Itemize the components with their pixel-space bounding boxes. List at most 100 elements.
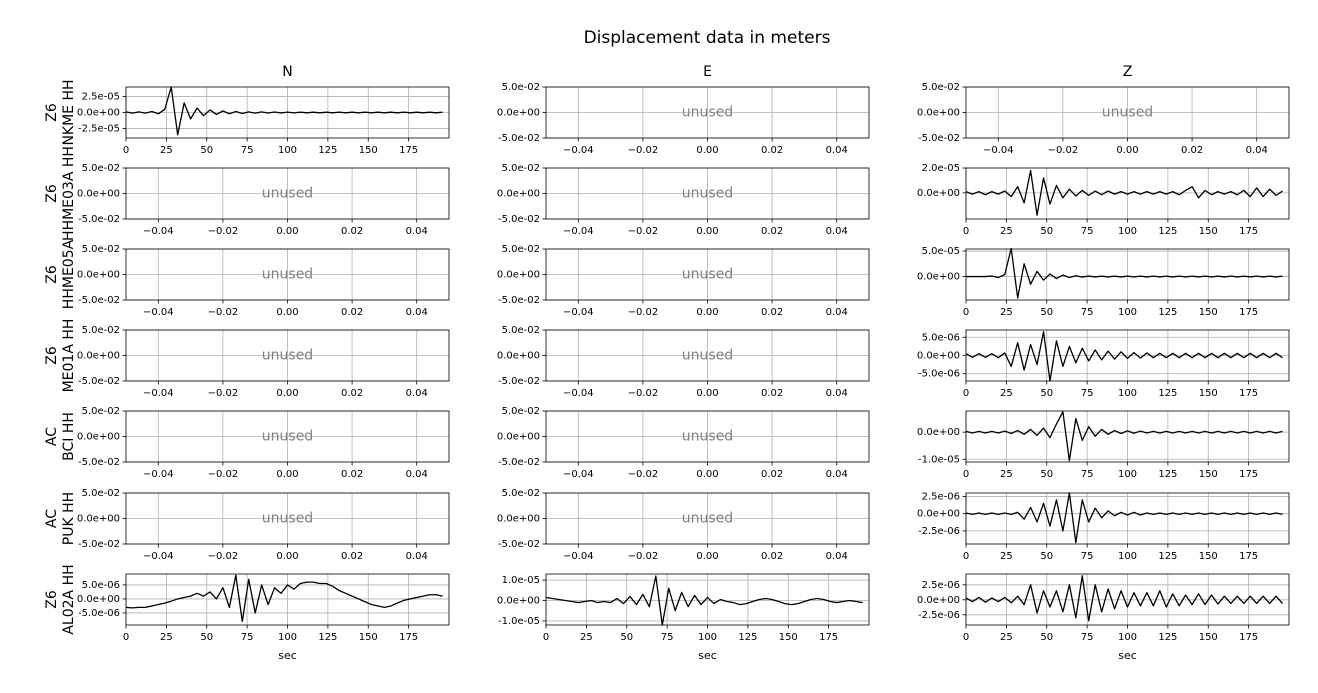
x-tick-label: 25 <box>1000 388 1013 399</box>
y-tick-label: -1.0e-05 <box>918 454 960 465</box>
x-tick-label: 0 <box>963 307 969 318</box>
x-tick-label: 75 <box>241 632 254 643</box>
row-label: AL02A HH <box>61 564 77 634</box>
placeholder-text: unused <box>682 186 733 202</box>
y-tick-label: 0.0e+00 <box>77 189 120 200</box>
y-tick-label: 0.0e+00 <box>497 432 540 443</box>
y-tick-label: -1.0e-05 <box>498 616 540 627</box>
x-tick-label: 25 <box>1000 632 1013 643</box>
y-tick-label: 0.0e+00 <box>497 108 540 119</box>
y-tick-label: 2.5e-06 <box>922 491 960 502</box>
x-tick-label: 150 <box>1199 307 1218 318</box>
x-tick-label: 0.02 <box>761 145 783 156</box>
x-tick-label: 0.04 <box>1246 145 1268 156</box>
x-tick-label: 100 <box>1118 307 1137 318</box>
x-tick-label: −0.04 <box>563 551 594 562</box>
x-tick-label: 0.02 <box>761 226 783 237</box>
x-tick-label: 0.04 <box>406 551 428 562</box>
y-tick-label: 0.0e+00 <box>917 188 960 199</box>
x-tick-label: −0.02 <box>208 551 239 562</box>
x-axis-label: sec <box>698 649 717 662</box>
x-tick-label: 0.04 <box>826 551 848 562</box>
x-tick-label: −0.02 <box>208 388 239 399</box>
x-tick-label: 50 <box>200 145 213 156</box>
axes-frame <box>965 573 1290 626</box>
x-tick-label: −0.04 <box>563 469 594 480</box>
x-tick-label: 75 <box>1081 226 1094 237</box>
x-tick-label: −0.04 <box>143 388 174 399</box>
y-tick-label: -5.0e-02 <box>498 539 540 550</box>
x-tick-label: 150 <box>1199 388 1218 399</box>
y-tick-label: 0.0e+00 <box>77 514 120 525</box>
waveform <box>125 86 443 136</box>
x-tick-label: −0.04 <box>143 307 174 318</box>
row-label: HHME03A HH <box>61 146 77 241</box>
axes-frame <box>125 248 450 301</box>
x-tick-label: 50 <box>1040 307 1053 318</box>
x-tick-label: −0.04 <box>563 307 594 318</box>
placeholder-text: unused <box>682 267 733 283</box>
x-tick-label: 0.04 <box>826 145 848 156</box>
y-tick-label: 0.0e+00 <box>77 594 120 605</box>
x-tick-label: 175 <box>819 632 838 643</box>
row-label: Z6 <box>44 346 60 365</box>
x-tick-label: 0.02 <box>341 551 363 562</box>
row-label: Z6 <box>44 590 60 609</box>
x-tick-label: −0.02 <box>628 551 659 562</box>
x-tick-label: 75 <box>241 145 254 156</box>
placeholder-text: unused <box>262 511 313 527</box>
y-tick-label: -5.0e-02 <box>498 133 540 144</box>
y-tick-label: 5.0e-05 <box>922 246 960 257</box>
axes-frame <box>125 86 450 139</box>
x-tick-label: −0.04 <box>143 469 174 480</box>
y-tick-label: 5.0e-02 <box>502 325 540 336</box>
y-tick-label: 5.0e-02 <box>922 82 960 93</box>
y-tick-label: 0.0e+00 <box>917 595 960 606</box>
placeholder-text: unused <box>682 348 733 364</box>
waveform <box>965 169 1283 216</box>
x-tick-label: 0.00 <box>276 469 298 480</box>
x-tick-label: 175 <box>399 632 418 643</box>
x-tick-label: 125 <box>1158 632 1177 643</box>
axes-frame <box>125 410 450 463</box>
figure-title: Displacement data in meters <box>584 28 831 48</box>
x-tick-label: 0.00 <box>1116 145 1138 156</box>
axes-frame <box>965 86 1290 139</box>
y-tick-label: -5.0e-02 <box>498 457 540 468</box>
x-tick-label: 0.00 <box>276 226 298 237</box>
x-tick-label: 0.00 <box>696 388 718 399</box>
x-tick-label: 100 <box>1118 388 1137 399</box>
x-tick-label: 25 <box>1000 469 1013 480</box>
y-tick-label: -5.0e-02 <box>498 376 540 387</box>
x-tick-label: 150 <box>1199 226 1218 237</box>
y-tick-label: 0.0e+00 <box>917 509 960 520</box>
x-tick-label: 100 <box>1118 226 1137 237</box>
x-tick-label: 150 <box>359 145 378 156</box>
axes-frame <box>965 167 1290 220</box>
x-tick-label: 25 <box>160 145 173 156</box>
waveform <box>965 492 1283 544</box>
x-tick-label: −0.02 <box>628 469 659 480</box>
x-tick-label: 50 <box>620 632 633 643</box>
y-tick-label: 2.5e-05 <box>82 92 120 103</box>
x-tick-label: 0.02 <box>1181 145 1203 156</box>
row-label: PUK HH <box>61 492 77 545</box>
x-tick-label: −0.02 <box>208 469 239 480</box>
y-tick-label: -5.0e-06 <box>918 369 960 380</box>
x-tick-label: 100 <box>1118 632 1137 643</box>
x-tick-label: 50 <box>1040 388 1053 399</box>
x-tick-label: 0 <box>123 632 129 643</box>
x-tick-label: 0 <box>543 632 549 643</box>
x-tick-label: 125 <box>738 632 757 643</box>
x-tick-label: 175 <box>1239 551 1258 562</box>
x-tick-label: 0.04 <box>826 388 848 399</box>
x-tick-label: 50 <box>1040 469 1053 480</box>
y-tick-label: 0.0e+00 <box>77 270 120 281</box>
x-tick-label: 125 <box>1158 551 1177 562</box>
x-tick-label: 100 <box>1118 469 1137 480</box>
placeholder-text: unused <box>682 511 733 527</box>
x-tick-label: 0.04 <box>826 226 848 237</box>
x-tick-label: 0.04 <box>826 469 848 480</box>
y-tick-label: 0.0e+00 <box>77 432 120 443</box>
